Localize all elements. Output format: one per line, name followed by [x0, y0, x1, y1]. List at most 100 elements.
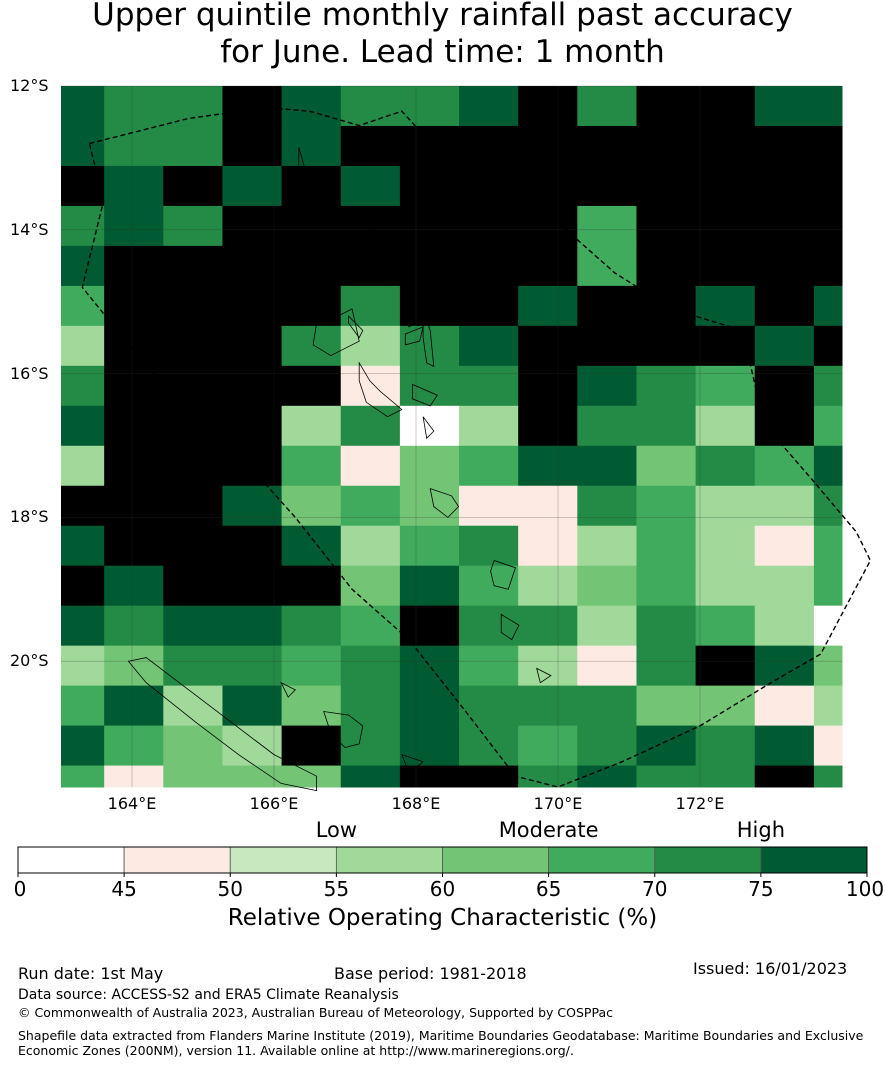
grid-cell [61, 445, 105, 487]
grid-cell [459, 685, 519, 727]
grid-cell [754, 125, 815, 167]
grid-cell [163, 365, 223, 407]
grid-cell [340, 565, 401, 607]
colorbar-tick-label: 50 [217, 877, 243, 901]
rainfall-accuracy-grid [61, 86, 843, 788]
grid-cell [104, 605, 164, 647]
grid-cell [222, 285, 283, 327]
grid-cell [104, 86, 164, 127]
colorbar-swatch [123, 846, 231, 874]
grid-cell [813, 245, 843, 287]
grid-cell [61, 485, 105, 527]
grid-cell [577, 485, 637, 527]
longitude-label: 172°E [675, 794, 725, 813]
grid-cell [459, 645, 519, 687]
grid-cell [813, 565, 843, 607]
grid-cell [340, 765, 401, 788]
grid-cell [577, 205, 637, 247]
grid-cell [340, 405, 401, 447]
shapefile-credit-line-2: Economic Zones (200NM), version 11. Avai… [18, 1043, 574, 1058]
grid-cell [399, 525, 460, 567]
grid-cell [754, 485, 815, 527]
grid-cell [577, 365, 637, 407]
island-outline [298, 146, 307, 173]
grid-cell [222, 565, 283, 607]
grid-cell [695, 245, 756, 287]
latitude-label: 18°S [10, 507, 49, 527]
grid-cell [695, 685, 756, 727]
grid-cell [104, 525, 164, 567]
category-label-low: Low [315, 818, 358, 842]
grid-cell [577, 605, 637, 647]
grid-cell [813, 205, 843, 247]
island-outline [365, 211, 382, 231]
grid-cell [399, 645, 460, 687]
grid-cell [459, 765, 519, 788]
grid-cell [636, 525, 697, 567]
grid-cell [340, 325, 401, 367]
grid-cell [222, 645, 283, 687]
colorbar-tick-label: 100 [845, 877, 885, 901]
island-outline [298, 276, 360, 357]
shapefile-credit-line-1: Shapefile data extracted from Flanders M… [18, 1028, 864, 1043]
grid-cell [281, 445, 342, 487]
grid-cell [281, 165, 342, 207]
coastline-layer [127, 146, 552, 792]
grid-cell [754, 525, 815, 567]
category-label-high: High [736, 818, 786, 842]
grid-cell [754, 605, 815, 647]
grid-cell [459, 165, 519, 207]
category-label-moderate: Moderate [498, 818, 599, 842]
grid-cell [813, 725, 843, 767]
copyright-notice: © Commonwealth of Australia 2023, Austra… [18, 1005, 613, 1020]
grid-cell [399, 245, 460, 287]
grid-cell [754, 725, 815, 767]
grid-cell [281, 525, 342, 567]
grid-cell [340, 205, 401, 247]
grid-cell [399, 285, 460, 327]
grid-cell [222, 405, 283, 447]
latitude-label: 14°S [10, 219, 49, 239]
grid-cell [399, 565, 460, 607]
grid-cell [104, 645, 164, 687]
grid-cell [695, 86, 756, 127]
grid-cell [459, 485, 519, 527]
grid-cell [340, 365, 401, 407]
grid-cell [636, 125, 697, 167]
grid-cell [813, 445, 843, 487]
colorbar-tick-label: 70 [642, 877, 668, 901]
grid-cell [163, 685, 223, 727]
grid-cell [163, 485, 223, 527]
grid-cell [518, 405, 578, 447]
island-outline [490, 559, 516, 590]
island-outline [127, 657, 317, 792]
map-title-line-2: for June. Lead time: 1 month [220, 34, 665, 70]
grid-cell [518, 765, 578, 788]
grid-cell [163, 285, 223, 327]
grid-cell [104, 325, 164, 367]
grid-cell [61, 86, 105, 127]
grid-cell [695, 325, 756, 367]
grid-cell [340, 285, 401, 327]
grid-cell [459, 525, 519, 567]
island-outline [373, 243, 389, 260]
colorbar-tick-label: 60 [429, 877, 456, 901]
grid-cell [222, 525, 283, 567]
grid-cell [163, 405, 223, 447]
colorbar-tick-label: 0 [13, 877, 27, 901]
grid-cell [813, 365, 843, 407]
grid-cell [459, 445, 519, 487]
grid-cell [222, 445, 283, 487]
island-outline [412, 383, 438, 407]
grid-cell [813, 485, 843, 527]
colorbar-tick-label: 55 [323, 877, 350, 901]
grid-cell [754, 285, 815, 327]
grid-cell [577, 765, 637, 788]
colorbar-swatch [335, 846, 443, 874]
grid-cell [222, 765, 283, 788]
grid-cell [61, 205, 105, 247]
data-source: Data source: ACCESS-S2 and ERA5 Climate … [18, 987, 399, 1003]
grid-cell [222, 205, 283, 247]
colorbar-tick-label: 75 [748, 877, 774, 901]
grid-cell [222, 605, 283, 647]
